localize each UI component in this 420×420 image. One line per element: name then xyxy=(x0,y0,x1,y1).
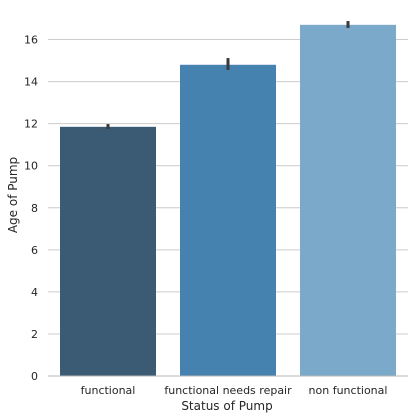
y-axis-label: Age of Pump xyxy=(6,157,20,233)
y-tick-label: 6 xyxy=(31,244,38,257)
y-tick-label: 0 xyxy=(31,370,38,383)
y-tick-label: 2 xyxy=(31,328,38,341)
x-tick-label: functional needs repair xyxy=(164,384,292,397)
x-tick-label: non functional xyxy=(309,384,388,397)
y-tick-label: 10 xyxy=(24,160,38,173)
axis-layer: 0 2 4 6 8 10 12 14 16 functional functional needs … xyxy=(24,34,408,397)
y-tick-label: 4 xyxy=(31,286,38,299)
x-tick-label: functional xyxy=(81,384,136,397)
bar-1 xyxy=(180,64,276,376)
bar-2 xyxy=(300,24,396,377)
y-tick-label: 16 xyxy=(24,34,38,47)
x-axis-label: Status of Pump xyxy=(181,399,272,413)
y-tick-label: 14 xyxy=(24,76,38,89)
y-tick-label: 8 xyxy=(31,202,38,215)
error-bars-layer xyxy=(106,21,350,129)
bar-0 xyxy=(60,126,156,376)
bars-layer xyxy=(60,24,396,377)
y-tick-label: 12 xyxy=(24,118,38,131)
